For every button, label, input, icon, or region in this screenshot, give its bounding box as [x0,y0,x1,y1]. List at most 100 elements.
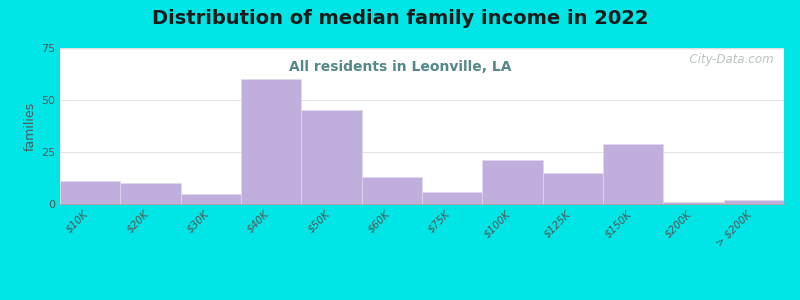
Bar [60,48,784,49]
Bar [60,48,784,49]
Bar [60,48,784,49]
Bar [60,49,784,50]
Bar [60,48,784,49]
Bar [60,48,784,49]
Bar [60,49,784,50]
Bar [60,49,784,50]
Bar [60,49,784,50]
Bar [60,48,784,49]
Text: City-Data.com: City-Data.com [682,53,773,66]
Bar [60,48,784,49]
Bar [60,48,784,49]
Bar [542,173,603,204]
Bar [60,48,784,49]
Bar [60,48,784,49]
Bar [60,48,784,49]
Bar [60,48,784,49]
Bar [60,48,784,49]
Bar [60,49,784,50]
Bar [60,48,784,49]
Bar [60,48,784,49]
Bar [60,49,784,50]
Bar [60,48,784,49]
Bar [60,48,784,49]
Bar [60,48,784,49]
Bar [60,49,784,50]
Bar [60,49,784,50]
Bar [60,48,784,49]
Bar [60,48,784,49]
Bar [60,48,784,49]
Bar [60,49,784,50]
Bar [60,48,784,49]
Bar [60,49,784,50]
Bar [60,48,784,49]
Bar [60,48,784,49]
Bar [663,202,724,204]
Bar [60,48,784,49]
Bar [60,48,784,49]
Bar [60,48,784,49]
Bar [60,48,784,49]
Bar [60,48,784,49]
Bar [60,48,784,49]
Bar [60,48,784,49]
Bar [60,48,784,49]
Bar [60,49,784,50]
Bar [60,48,784,49]
Bar [60,48,784,49]
Bar [60,48,784,49]
Bar [60,48,784,49]
Bar [60,48,784,49]
Bar [60,48,784,49]
Bar [60,48,784,49]
Bar [60,48,784,49]
Bar [60,48,784,49]
Bar [60,48,784,49]
Bar [60,48,784,49]
Bar [60,48,784,49]
Bar [60,48,784,49]
Bar [60,48,784,49]
Bar [60,49,784,50]
Bar [60,49,784,50]
Bar [60,48,784,49]
Bar [60,49,784,50]
Bar [241,79,302,204]
Bar [60,48,784,49]
Bar [60,48,784,49]
Bar [60,49,784,50]
Bar [60,49,784,50]
Bar [60,48,784,49]
Bar [60,49,784,50]
Bar [60,49,784,50]
Bar [60,49,784,50]
Bar [60,49,784,50]
Bar [60,49,784,50]
Bar [60,48,784,49]
Bar [60,49,784,50]
Bar [422,191,482,204]
Bar [60,49,784,50]
Bar [60,49,784,50]
Bar [60,48,784,49]
Bar [60,48,784,49]
Bar [60,48,784,49]
Bar [60,49,784,50]
Bar [60,49,784,50]
Bar [60,48,784,49]
Bar [60,48,784,49]
Bar [724,200,784,204]
Bar [60,48,784,49]
Bar [60,49,784,50]
Bar [60,48,784,49]
Bar [60,48,784,49]
Bar [60,48,784,49]
Bar [60,48,784,49]
Bar [60,49,784,50]
Bar [60,49,784,50]
Bar [60,49,784,50]
Bar [60,48,784,49]
Bar [60,48,784,49]
Bar [60,49,784,50]
